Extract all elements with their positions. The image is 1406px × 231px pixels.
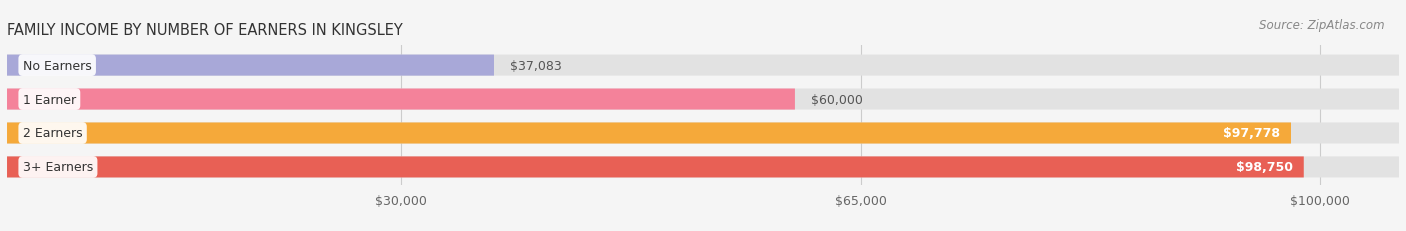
FancyBboxPatch shape <box>7 89 794 110</box>
FancyBboxPatch shape <box>7 55 1399 76</box>
Text: No Earners: No Earners <box>22 59 91 72</box>
FancyBboxPatch shape <box>7 123 1399 144</box>
Text: 1 Earner: 1 Earner <box>22 93 76 106</box>
Text: $97,778: $97,778 <box>1223 127 1281 140</box>
Text: $60,000: $60,000 <box>811 93 862 106</box>
Text: $98,750: $98,750 <box>1236 161 1294 174</box>
FancyBboxPatch shape <box>7 89 1399 110</box>
FancyBboxPatch shape <box>7 157 1303 178</box>
Text: $37,083: $37,083 <box>510 59 561 72</box>
FancyBboxPatch shape <box>7 157 1399 178</box>
FancyBboxPatch shape <box>7 55 494 76</box>
Text: 2 Earners: 2 Earners <box>22 127 83 140</box>
Text: 3+ Earners: 3+ Earners <box>22 161 93 174</box>
Text: Source: ZipAtlas.com: Source: ZipAtlas.com <box>1260 18 1385 31</box>
Text: FAMILY INCOME BY NUMBER OF EARNERS IN KINGSLEY: FAMILY INCOME BY NUMBER OF EARNERS IN KI… <box>7 23 402 38</box>
FancyBboxPatch shape <box>7 123 1291 144</box>
